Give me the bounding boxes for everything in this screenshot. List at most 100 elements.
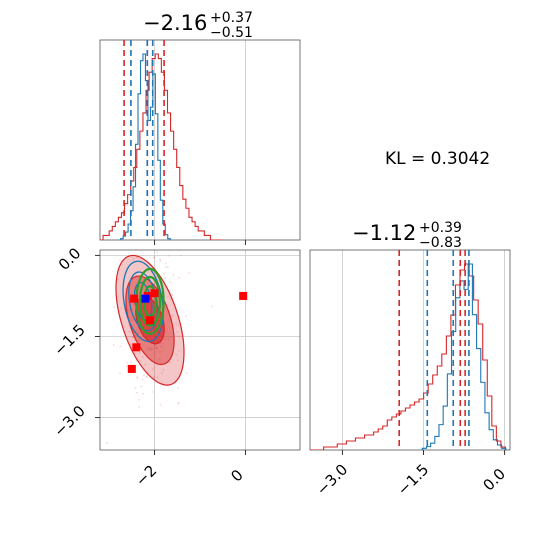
- sample-point: [168, 361, 171, 364]
- contour-fit-level: [138, 275, 162, 327]
- sample-point: [146, 375, 149, 377]
- sample-point: [169, 281, 171, 284]
- sample-point: [141, 356, 144, 358]
- sample-point: [144, 363, 147, 366]
- sample-point: [138, 285, 141, 288]
- title-param1: −2.16 +0.37 −0.51: [143, 10, 253, 41]
- title-param1-plus: +0.37: [210, 10, 253, 26]
- sample-point: [119, 345, 122, 348]
- sample-point: [156, 251, 159, 254]
- contour-b-level: [122, 260, 164, 343]
- sample-point: [132, 303, 134, 305]
- sample-point: [136, 331, 139, 334]
- sample-point: [177, 401, 180, 404]
- sample-point: [117, 278, 119, 281]
- marker-a: [146, 316, 154, 325]
- sample-point: [147, 270, 150, 273]
- sample-point: [106, 442, 108, 444]
- sample-point: [155, 275, 158, 278]
- sample-point: [166, 266, 169, 268]
- sample-point: [129, 360, 132, 363]
- panel-frame: [309, 249, 511, 451]
- sample-point: [159, 260, 162, 262]
- joint-density-panel: [99, 217, 301, 451]
- sample-point: [155, 347, 158, 349]
- sample-point: [140, 385, 143, 388]
- sample-point: [177, 241, 179, 243]
- sample-point: [164, 262, 167, 265]
- sample-point: [137, 332, 140, 335]
- title-param1-minus: −0.51: [210, 25, 253, 41]
- histogram-series-b: [118, 53, 173, 240]
- sample-point: [188, 272, 191, 274]
- sample-point: [172, 273, 175, 276]
- histogram-series-a: [310, 263, 510, 450]
- y-tick-label: −1.5: [50, 321, 88, 359]
- x-tick-label: −1.5: [394, 460, 432, 498]
- y-tick-label: −3.0: [50, 402, 88, 440]
- sample-point: [178, 277, 180, 279]
- sample-point: [141, 378, 144, 381]
- sample-point: [164, 276, 166, 279]
- title-param1-median: −2.16: [143, 11, 207, 35]
- sample-point: [128, 309, 131, 311]
- marker-a: [132, 343, 141, 352]
- sample-point: [148, 347, 150, 350]
- sample-point: [135, 391, 138, 394]
- x-tick-label: −3.0: [313, 460, 351, 498]
- sample-point: [158, 358, 161, 361]
- sample-point: [160, 346, 163, 348]
- sample-point: [132, 336, 134, 339]
- sample-point: [119, 259, 121, 262]
- marker-a: [150, 289, 159, 298]
- y-tick-label: 0.0: [55, 244, 85, 274]
- sample-point: [185, 315, 188, 318]
- sample-point: [128, 330, 131, 333]
- sample-point: [134, 387, 137, 389]
- sample-point: [176, 330, 179, 333]
- sample-point: [176, 387, 179, 389]
- sample-point: [175, 353, 178, 356]
- title-param2-plus: +0.39: [419, 220, 462, 236]
- marker-a: [127, 364, 136, 373]
- sample-point: [146, 348, 149, 351]
- sample-point: [167, 254, 170, 257]
- sample-point: [149, 349, 152, 351]
- sample-point: [137, 339, 140, 342]
- sample-point: [153, 256, 156, 259]
- sample-point: [136, 256, 138, 258]
- sample-point: [177, 335, 180, 338]
- sample-point: [156, 376, 159, 379]
- sample-point: [148, 347, 151, 350]
- x-tick-label: 0.0: [479, 465, 509, 495]
- sample-point: [177, 359, 180, 362]
- sample-point: [120, 245, 122, 247]
- marker-a: [239, 291, 248, 300]
- title-param2-minus: −0.83: [419, 235, 462, 251]
- sample-point: [163, 272, 165, 275]
- sample-point: [171, 294, 174, 297]
- sample-point: [147, 371, 149, 373]
- sample-point: [138, 406, 140, 408]
- sample-point: [143, 374, 145, 376]
- sample-point: [136, 329, 139, 331]
- sample-point: [150, 348, 153, 350]
- sample-point: [139, 359, 142, 362]
- x-tick-label: 0: [227, 466, 246, 485]
- marker-a: [130, 294, 139, 303]
- sample-point: [159, 350, 162, 353]
- sample-point: [129, 317, 132, 320]
- title-param2: −1.12 +0.39 −0.83: [352, 220, 462, 251]
- sample-point: [151, 368, 154, 371]
- histogram-panel-param1: [99, 39, 301, 241]
- sample-point: [160, 342, 163, 345]
- panel-frame: [99, 39, 301, 241]
- sample-point: [162, 342, 165, 345]
- sample-point: [116, 217, 118, 219]
- sample-point: [154, 344, 157, 347]
- sample-point: [120, 307, 123, 309]
- sample-point: [164, 266, 167, 269]
- sample-point: [140, 233, 142, 235]
- sample-point: [161, 349, 164, 352]
- sample-point: [125, 361, 128, 364]
